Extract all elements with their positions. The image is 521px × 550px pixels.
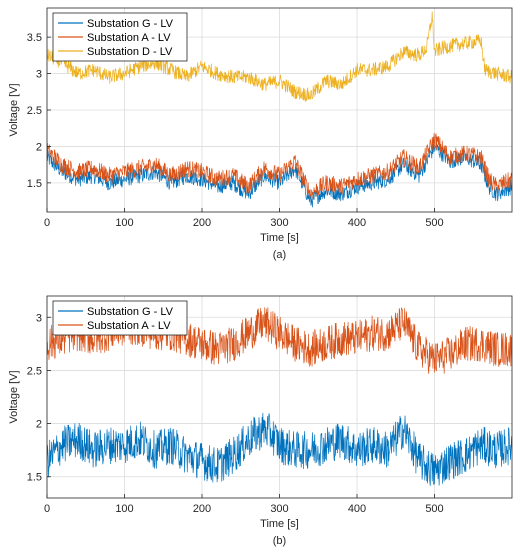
x-axis-label: Time [s] — [260, 232, 299, 244]
y-tick-label: 3 — [36, 69, 42, 81]
chart-panel-1: 0 100 200 300 400 500 1.5 2 2.5 3 3.5 Time [s] Volta… — [8, 7, 513, 261]
x-tick-label: 500 — [425, 217, 443, 229]
x-tick-label: 300 — [270, 503, 288, 515]
legend-entry: Substation G - LV — [87, 306, 174, 318]
y-axis-label: Voltage [V] — [8, 83, 20, 136]
legend-entry: Substation G - LV — [87, 18, 174, 30]
x-tick-label: 0 — [44, 217, 50, 229]
y-tick-label: 2 — [36, 419, 42, 431]
legend-entry: Substation A - LV — [87, 32, 171, 44]
y-axis-label: Voltage [V] — [8, 370, 20, 423]
y-tick-label: 3.5 — [27, 32, 42, 44]
y-tick-label: 1.5 — [27, 472, 42, 484]
series-line-2 — [47, 133, 512, 201]
legend-box — [52, 300, 188, 336]
panel-label: (b) — [273, 535, 286, 547]
x-tick-label: 200 — [193, 217, 211, 229]
x-tick-label: 400 — [348, 217, 366, 229]
x-tick-label: 400 — [348, 503, 366, 515]
legend-entry: Substation A - LV — [87, 320, 171, 332]
legend-entry: Substation D - LV — [87, 46, 173, 58]
y-tick-label: 3 — [36, 312, 42, 324]
x-tick-label: 300 — [270, 217, 288, 229]
x-tick-label: 100 — [115, 217, 133, 229]
x-axis-label: Time [s] — [260, 518, 299, 530]
y-tick-label: 2.5 — [27, 105, 42, 117]
series-line-1 — [47, 412, 512, 486]
x-tick-label: 200 — [193, 503, 211, 515]
x-tick-label: 100 — [115, 503, 133, 515]
series-line-3 — [47, 11, 512, 103]
x-tick-label: 500 — [425, 503, 443, 515]
chart-panel-2: 0 100 200 300 400 500 1.5 2 2.5 3 Time [s] Voltage … — [8, 295, 513, 547]
y-tick-label: 1.5 — [27, 178, 42, 190]
panel-label: (a) — [273, 249, 286, 261]
y-tick-label: 2.5 — [27, 365, 42, 377]
x-tick-label: 0 — [44, 503, 50, 515]
y-tick-label: 2 — [36, 141, 42, 153]
